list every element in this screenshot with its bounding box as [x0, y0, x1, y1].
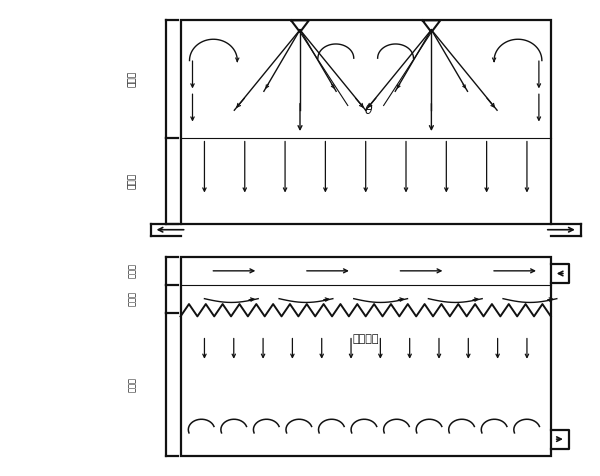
Text: 工作区: 工作区: [128, 377, 137, 392]
Text: 回旋気流: 回旋気流: [352, 334, 379, 344]
Text: 工作区: 工作区: [128, 173, 137, 189]
Text: 混合层: 混合层: [128, 71, 137, 88]
Text: 静壓层: 静壓层: [128, 263, 137, 278]
Text: 混合层: 混合层: [128, 291, 137, 306]
Text: $\theta$: $\theta$: [364, 103, 373, 117]
